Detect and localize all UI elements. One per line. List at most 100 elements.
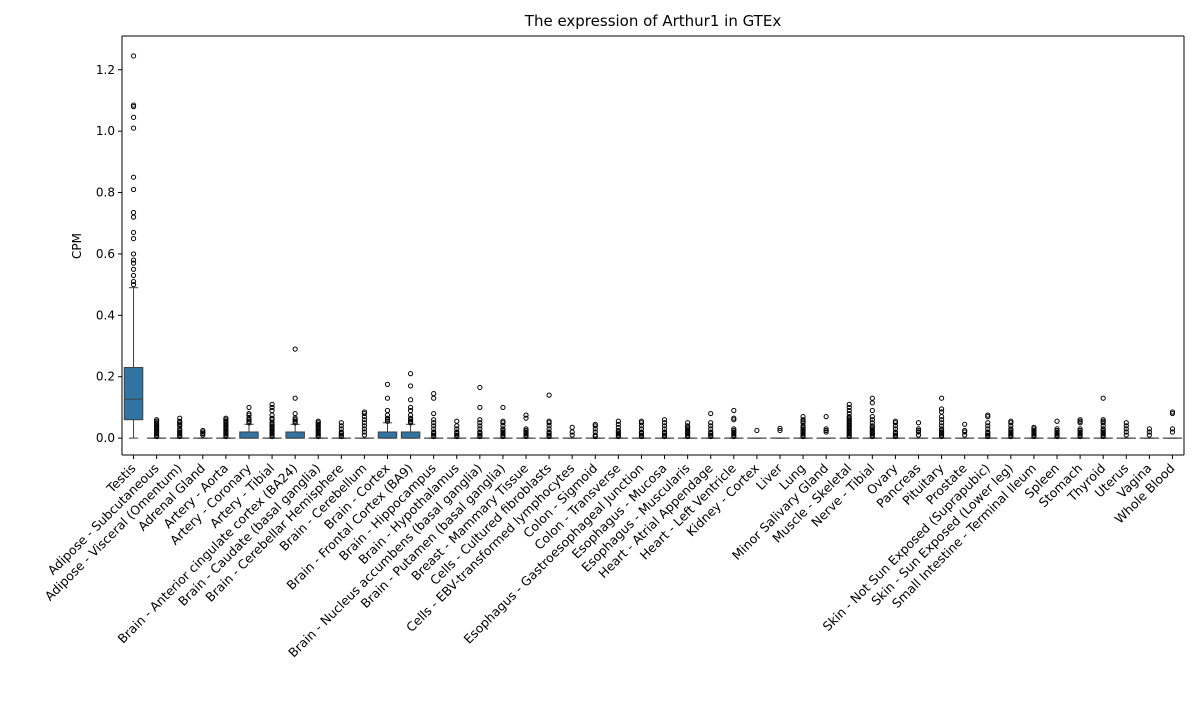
box-group — [448, 419, 466, 439]
box-group — [194, 428, 212, 438]
box-group — [170, 416, 188, 439]
box-group — [701, 411, 719, 438]
outlier-point — [801, 415, 805, 419]
box-group — [401, 372, 419, 439]
axes-layer — [122, 36, 1184, 455]
outlier-point — [131, 273, 135, 277]
chart-title: The expression of Arthur1 in GTEx — [524, 12, 782, 30]
y-axis-label: CPM — [70, 233, 84, 259]
box-group — [725, 408, 743, 438]
outlier-point — [131, 230, 135, 234]
outlier-point — [986, 421, 990, 425]
outlier-point — [616, 419, 620, 423]
y-tick-label: 0.6 — [96, 247, 115, 261]
outlier-point — [131, 267, 135, 271]
box-group — [309, 419, 327, 439]
box-group — [678, 421, 696, 439]
outlier-point — [524, 413, 528, 417]
outlier-point — [385, 413, 389, 417]
outlier-point — [870, 396, 874, 400]
outlier-point — [432, 392, 436, 396]
outlier-point — [270, 402, 274, 406]
box-group — [771, 426, 789, 438]
boxes-layer — [124, 54, 1181, 439]
box-group — [794, 415, 812, 439]
box-iqr — [240, 432, 258, 438]
outlier-point — [870, 408, 874, 412]
box-group — [748, 428, 766, 438]
outlier-point — [293, 396, 297, 400]
box-group — [517, 413, 535, 439]
box-group — [378, 382, 396, 438]
outlier-point — [131, 115, 135, 119]
box-group — [563, 425, 581, 438]
box-group — [863, 396, 881, 439]
outlier-point — [755, 428, 759, 432]
outlier-point — [131, 175, 135, 179]
box-group — [540, 393, 558, 439]
outlier-point — [478, 405, 482, 409]
outlier-point — [293, 411, 297, 415]
box-group — [1025, 425, 1043, 438]
box-group — [124, 54, 142, 438]
y-ticks-layer: 0.00.20.40.60.81.01.2 — [96, 63, 122, 445]
outlier-point — [131, 126, 135, 130]
box-group — [840, 402, 858, 438]
outlier-point — [662, 418, 666, 422]
box-iqr — [378, 432, 396, 438]
box-group — [586, 422, 604, 438]
box-group — [1094, 396, 1112, 439]
outlier-point — [501, 405, 505, 409]
outlier-point — [408, 398, 412, 402]
outlier-point — [709, 411, 713, 415]
outlier-point — [939, 396, 943, 400]
box-group — [886, 419, 904, 439]
box-group — [1002, 419, 1020, 439]
outlier-point — [408, 413, 412, 417]
outlier-point — [432, 411, 436, 415]
box-group — [955, 422, 973, 438]
y-tick-label: 1.0 — [96, 124, 115, 138]
outlier-point — [870, 415, 874, 419]
box-group — [332, 421, 350, 439]
outlier-point — [131, 279, 135, 283]
box-group — [286, 347, 304, 438]
box-group — [1117, 421, 1135, 438]
outlier-point — [131, 54, 135, 58]
outlier-point — [732, 408, 736, 412]
outlier-point — [178, 416, 182, 420]
outlier-point — [385, 396, 389, 400]
outlier-point — [1124, 421, 1128, 425]
box-iqr — [401, 432, 419, 438]
box-group — [932, 396, 950, 439]
outlier-point — [1170, 427, 1174, 431]
box-group — [471, 385, 489, 438]
outlier-point — [709, 421, 713, 425]
outlier-point — [686, 421, 690, 425]
outlier-point — [939, 407, 943, 411]
outlier-point — [408, 384, 412, 388]
outlier-point — [1147, 427, 1151, 431]
outlier-point — [570, 425, 574, 429]
outlier-point — [339, 421, 343, 425]
outlier-point — [847, 402, 851, 406]
y-tick-label: 0.2 — [96, 370, 115, 384]
outlier-point — [408, 372, 412, 376]
outlier-point — [131, 252, 135, 256]
box-group — [240, 405, 258, 438]
box-group — [355, 410, 373, 438]
outlier-point — [455, 424, 459, 428]
outlier-point — [432, 418, 436, 422]
box-iqr — [286, 432, 304, 438]
outlier-point — [478, 385, 482, 389]
outlier-point — [385, 382, 389, 386]
outlier-point — [870, 401, 874, 405]
box-group — [1071, 418, 1089, 439]
y-tick-label: 0.4 — [96, 308, 115, 322]
outlier-point — [547, 393, 551, 397]
outlier-point — [432, 396, 436, 400]
outlier-point — [131, 210, 135, 214]
box-group — [1140, 427, 1158, 438]
